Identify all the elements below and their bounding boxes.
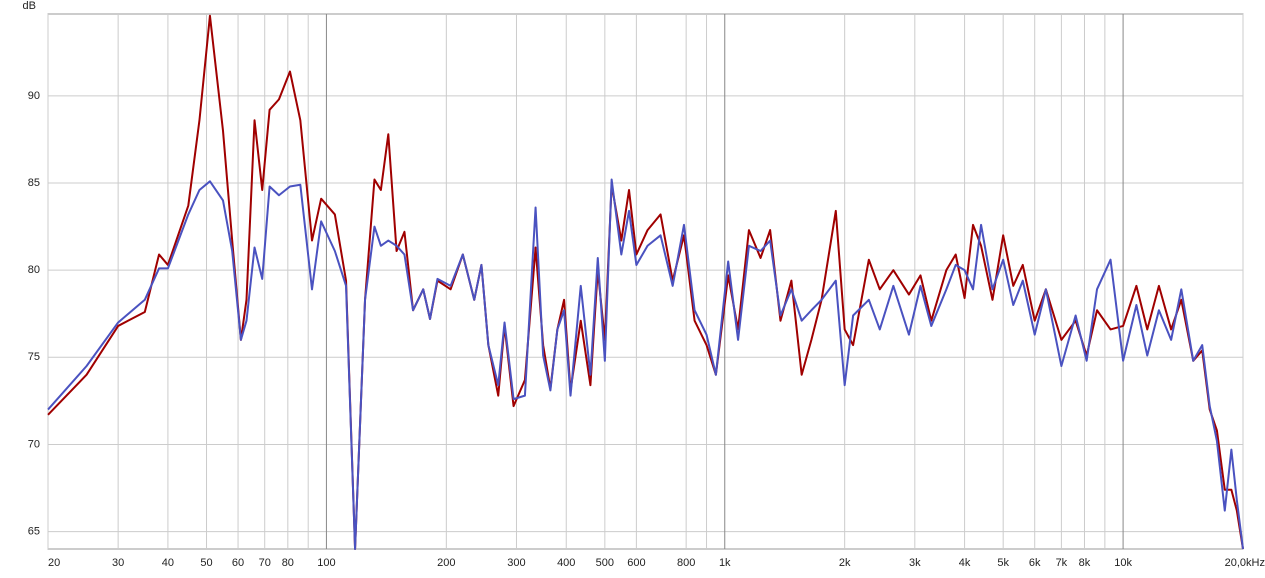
series-line [47, 178, 1244, 550]
x-tick-label: 20 [48, 557, 60, 569]
x-tick-label: 70 [259, 557, 271, 569]
y-axis-label: dB [23, 0, 36, 12]
x-tick-label: 40 [162, 557, 174, 569]
x-tick-label: 8k [1079, 557, 1091, 569]
x-tick-label: 50 [200, 557, 212, 569]
x-tick-label: 5k [997, 557, 1009, 569]
y-tick-label: 70 [28, 438, 40, 450]
x-tick-label: 600 [627, 557, 645, 569]
x-tick-label: 60 [232, 557, 244, 569]
y-tick-label: 85 [28, 177, 40, 189]
y-tick-label: 90 [28, 90, 40, 102]
x-tick-label: 1k [719, 557, 731, 569]
y-tick-label: 80 [28, 264, 40, 276]
x-tick-label: 2k [839, 557, 851, 569]
x-tick-label: 4k [959, 557, 971, 569]
x-tick-label: 400 [557, 557, 575, 569]
x-tick-label: 20,0kHz [1225, 557, 1265, 569]
x-tick-label: 500 [596, 557, 614, 569]
x-tick-label: 7k [1056, 557, 1068, 569]
x-tick-label: 80 [282, 557, 294, 569]
plot-area [47, 13, 1244, 550]
x-tick-label: 800 [677, 557, 695, 569]
x-tick-label: 100 [317, 557, 335, 569]
y-tick-label: 75 [28, 351, 40, 363]
x-tick-label: 3k [909, 557, 921, 569]
x-tick-label: 10k [1114, 557, 1132, 569]
x-tick-label: 200 [437, 557, 455, 569]
x-tick-label: 30 [112, 557, 124, 569]
x-tick-label: 6k [1029, 557, 1041, 569]
y-tick-label: 65 [28, 525, 40, 537]
x-tick-label: 300 [507, 557, 525, 569]
series-line [47, 14, 1244, 550]
